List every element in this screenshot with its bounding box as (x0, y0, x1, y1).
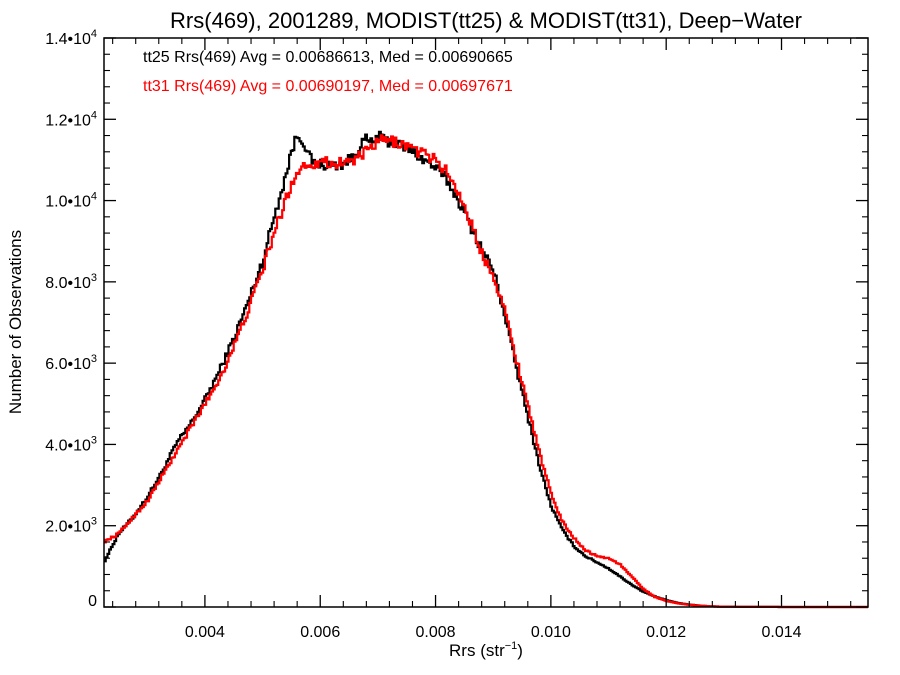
y-tick-exponent: 4 (91, 191, 97, 203)
y-tick-label: 1.0•104 (45, 191, 97, 211)
y-tick-exponent: 3 (91, 353, 97, 365)
y-tick-mantissa: 4.0•10 (45, 437, 91, 454)
x-tick-label: 0.008 (416, 624, 456, 641)
y-axis: 02.0•1034.0•1036.0•1038.0•1031.0•1041.2•… (45, 28, 868, 610)
x-tick-label: 0.004 (185, 624, 225, 641)
x-axis: 0.004 0.006 0.008 0.010 0.012 0.014 (112, 38, 852, 641)
y-tick-mantissa: 0 (88, 593, 97, 610)
y-tick-label: 2.0•103 (45, 516, 97, 536)
y-tick-label: 0 (88, 593, 97, 610)
y-tick-exponent: 3 (91, 272, 97, 284)
series-layer (104, 130, 868, 609)
x-axis-title: Rrs (str−1) (449, 640, 523, 660)
y-tick-label: 6.0•103 (45, 353, 97, 373)
y-tick-label: 8.0•103 (45, 272, 97, 292)
y-tick-exponent: 3 (91, 516, 97, 528)
y-tick-mantissa: 8.0•10 (45, 275, 91, 292)
y-tick-mantissa: 1.2•10 (45, 112, 91, 129)
y-tick-mantissa: 2.0•10 (45, 519, 91, 536)
x-axis-title-superscript: −1 (505, 640, 518, 652)
chart-title: Rrs(469), 2001289, MODIST(tt25) & MODIST… (170, 8, 802, 33)
x-tick-label: 0.010 (531, 624, 571, 641)
y-tick-exponent: 3 (91, 434, 97, 446)
annotation-tt25: tt25 Rrs(469) Avg = 0.00686613, Med = 0.… (143, 49, 513, 66)
x-tick-label: 0.014 (761, 624, 801, 641)
plot-frame (103, 37, 869, 608)
y-tick-label: 1.2•104 (45, 109, 97, 129)
y-tick-exponent: 4 (91, 28, 97, 40)
series-line-tt25 (104, 130, 868, 609)
annotation-tt31: tt31 Rrs(469) Avg = 0.00690197, Med = 0.… (143, 78, 513, 95)
series-line-tt31 (104, 134, 868, 609)
y-axis-title: Number of Observations (6, 230, 25, 414)
x-tick-label: 0.006 (300, 624, 340, 641)
y-tick-mantissa: 6.0•10 (45, 356, 91, 373)
y-tick-label: 1.4•104 (45, 28, 97, 48)
y-tick-label: 4.0•103 (45, 434, 97, 454)
y-tick-mantissa: 1.0•10 (45, 194, 91, 211)
y-tick-mantissa: 1.4•10 (45, 31, 91, 48)
x-axis-title-close: ) (517, 641, 523, 660)
x-tick-label: 0.012 (646, 624, 686, 641)
y-tick-exponent: 4 (91, 109, 97, 121)
x-axis-title-main: Rrs (str (449, 641, 505, 660)
